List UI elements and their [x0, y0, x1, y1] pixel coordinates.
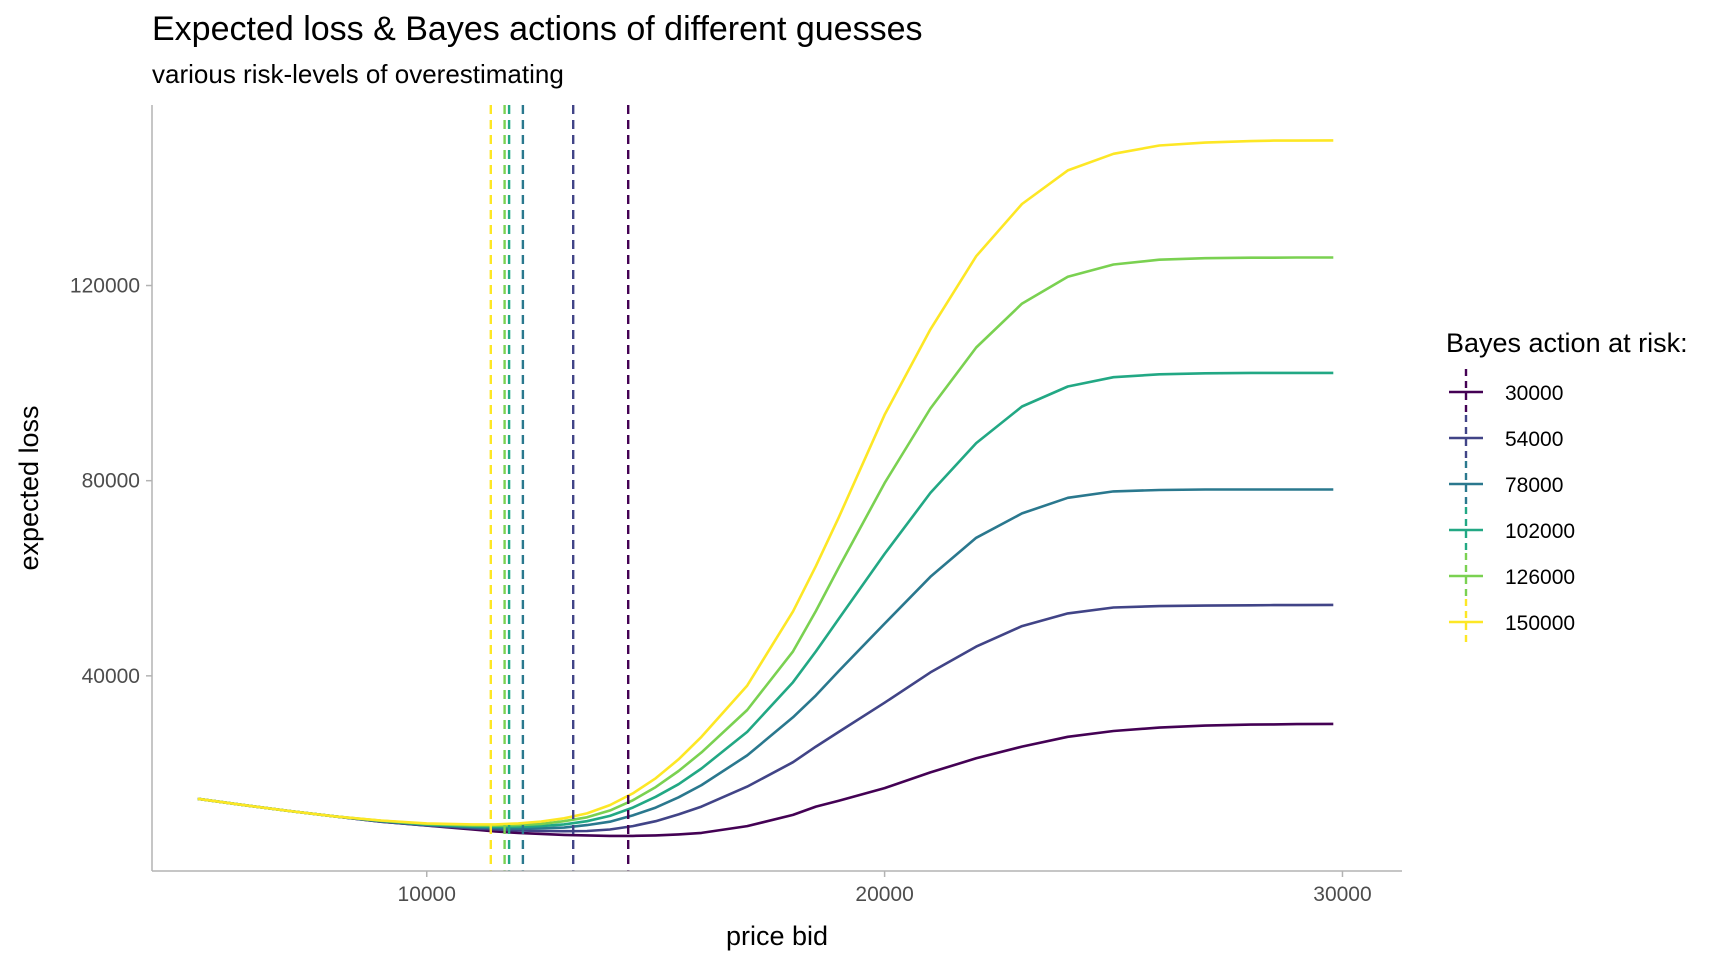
- series-line-102000: [197, 371, 1334, 829]
- bayes-action-lines: [489, 105, 630, 871]
- y-tick-label: 40000: [82, 665, 140, 688]
- legend-item-126000: 126000: [1449, 553, 1575, 599]
- y-tick-label: 120000: [70, 275, 140, 298]
- x-axis-title: price bid: [726, 921, 828, 951]
- plot-area: [197, 139, 1334, 838]
- series-line-54000: [197, 603, 1334, 833]
- x-tick-label: 30000: [1313, 883, 1371, 906]
- y-axis-title: expected loss: [14, 405, 44, 570]
- series-line-150000: [197, 139, 1334, 826]
- legend-item-78000: 78000: [1449, 461, 1563, 507]
- legend-label: 126000: [1505, 566, 1575, 589]
- legend-label: 54000: [1505, 428, 1563, 451]
- x-tick-label: 10000: [398, 883, 456, 906]
- x-tick-label: 20000: [855, 883, 913, 906]
- legend-item-54000: 54000: [1449, 415, 1563, 461]
- legend-label: 78000: [1505, 474, 1563, 497]
- legend-title: Bayes action at risk:: [1446, 328, 1688, 358]
- legend-item-30000: 30000: [1449, 369, 1563, 415]
- legend-label: 30000: [1505, 382, 1563, 405]
- legend: Bayes action at risk: 30000 54000 78000 102…: [1446, 328, 1688, 645]
- chart-subtitle: various risk-levels of overestimating: [152, 59, 564, 89]
- legend-item-102000: 102000: [1449, 507, 1575, 553]
- chart-title: Expected loss & Bayes actions of differe…: [152, 10, 922, 48]
- legend-item-150000: 150000: [1449, 599, 1575, 645]
- axis-ticks: 10000 20000 30000 40000 80000 120000: [70, 275, 1372, 906]
- y-tick-label: 80000: [82, 470, 140, 493]
- legend-label: 102000: [1505, 520, 1575, 543]
- legend-label: 150000: [1505, 612, 1575, 635]
